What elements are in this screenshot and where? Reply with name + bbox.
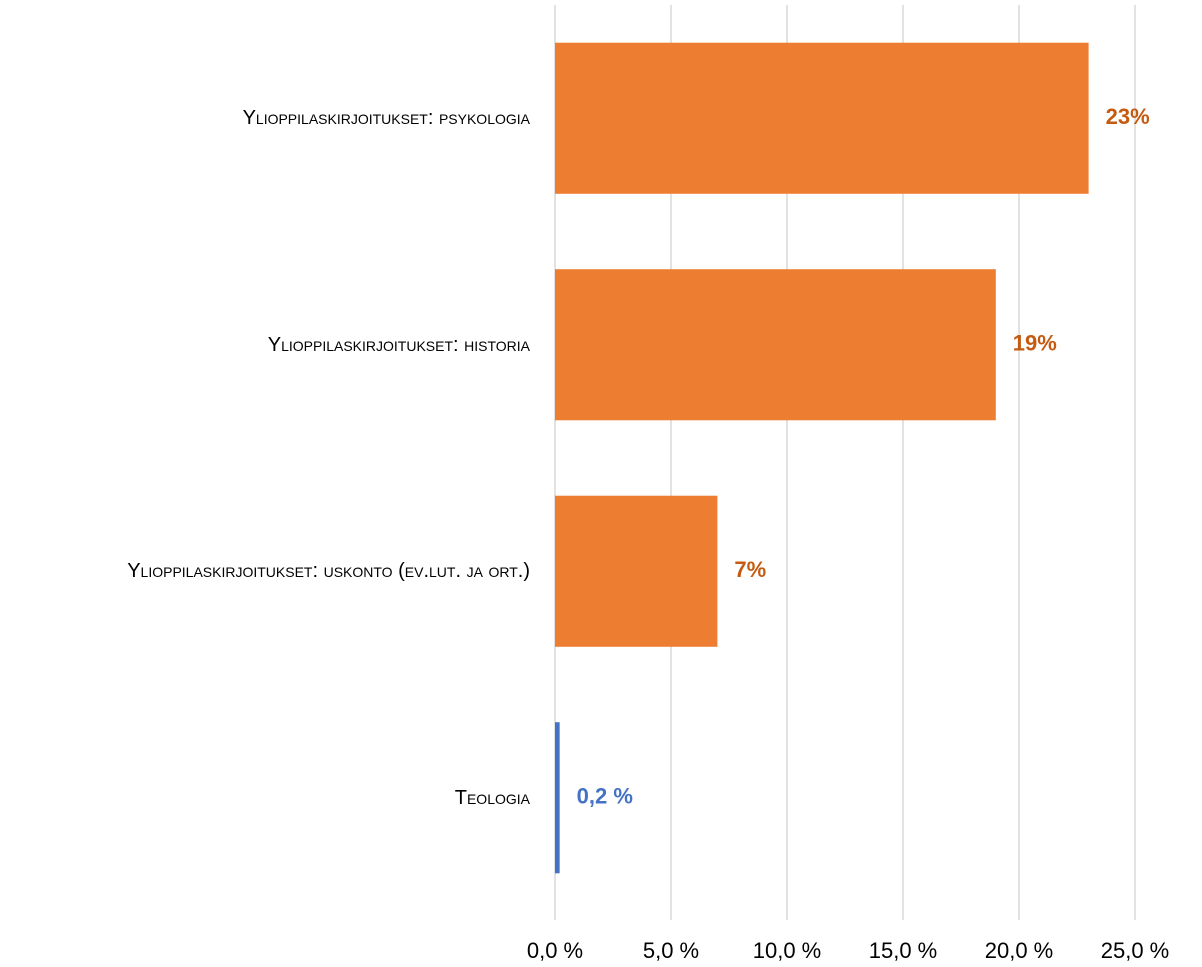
bar <box>555 42 1089 194</box>
y-tick-label: Teologia <box>454 786 530 809</box>
value-label: 19% <box>1013 331 1057 356</box>
value-label: 0,2 % <box>577 784 633 809</box>
value-label: 7% <box>734 557 766 582</box>
y-tick-label: Ylioppilaskirjoitukset: uskonto (ev.lut.… <box>127 560 530 583</box>
x-tick-label: 0,0 % <box>527 938 583 963</box>
x-tick-label: 10,0 % <box>753 938 822 963</box>
category-label-box: Ylioppilaskirjoitukset: psykologia <box>10 58 530 178</box>
y-tick-label: Ylioppilaskirjoitukset: historia <box>267 333 530 356</box>
category-label-box: Ylioppilaskirjoitukset: historia <box>10 285 530 405</box>
x-tick-label: 15,0 % <box>869 938 938 963</box>
y-tick-label: Ylioppilaskirjoitukset: psykologia <box>242 107 530 130</box>
x-tick-label: 20,0 % <box>985 938 1054 963</box>
x-tick-label: 5,0 % <box>643 938 699 963</box>
bar <box>555 722 560 874</box>
value-label: 23% <box>1106 104 1150 129</box>
bar <box>555 495 718 647</box>
x-tick-label: 25,0 % <box>1101 938 1170 963</box>
bar <box>555 269 996 421</box>
category-label-box: Ylioppilaskirjoitukset: uskonto (ev.lut.… <box>10 511 530 631</box>
category-label-box: Teologia <box>10 738 530 858</box>
